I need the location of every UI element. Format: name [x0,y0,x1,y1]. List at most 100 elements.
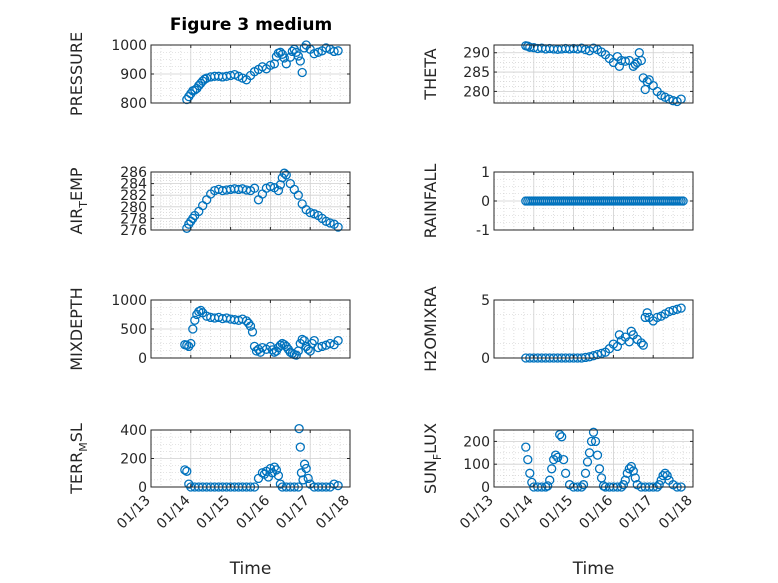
y-tick-label: 285 [463,65,490,81]
data-point [662,470,672,481]
data-point [672,304,682,314]
data-point [525,468,535,478]
x-tick-label: 01/14 [154,492,194,532]
data-point [586,436,597,447]
subplot-bottom-right: 0 100 200 SUNFLUX 01/13 01/14 01/15 01/16 01/17 0… [421,423,696,579]
y-axis-label: H2OMIXRA [421,286,440,372]
data-point [297,334,307,345]
data-point [329,479,339,489]
data-point [243,318,254,328]
data-point [614,61,625,71]
y-axis-label: MIXDEPTH [67,287,86,370]
data-point [594,464,605,474]
data-point [620,56,630,66]
x-tick-label: 01/16 [233,492,273,532]
data-point [309,335,319,346]
data-point [333,480,343,491]
x-tick-label: 01/15 [537,493,577,533]
data-point [190,315,200,325]
data-point [325,218,335,228]
data-point [301,463,311,474]
data-point [245,321,256,331]
data-point [588,43,599,53]
y-tick-label: 278 [120,211,147,227]
x-tick-label: 01/15 [194,493,234,533]
y-tick-label: 0 [481,480,490,496]
data-point [180,465,190,475]
data-point [547,464,557,474]
data-point [188,213,198,224]
series-points [180,305,343,360]
data-point [309,49,319,59]
y-tick-label: 280 [120,200,147,216]
data-point [265,60,276,70]
data-point [580,468,591,478]
data-point [299,43,309,53]
data-point [628,466,638,476]
data-point [182,466,192,476]
axes-box [493,429,694,488]
data-point [660,468,670,478]
data-point [273,185,284,196]
y-tick-label: 286 [120,165,147,181]
data-point [287,46,297,57]
y-axis-label: PRESSURE [67,32,86,116]
data-point [333,222,343,232]
y-tick-label: 800 [120,96,147,112]
data-point [317,341,327,352]
subplot-third-left: 0 500 1000 MIXDEPTH [67,287,351,371]
y-tick-label: 200 [463,434,490,450]
data-point [267,345,278,355]
data-point [257,468,268,478]
data-point [329,46,339,57]
data-point [523,41,533,51]
subplot-third-right: 0 5 H2OMIXRA [421,286,694,372]
data-point [299,335,309,346]
data-point [543,481,553,491]
series-points [521,196,688,206]
x-tick-label: 01/17 [616,493,656,533]
data-point [598,481,609,491]
data-point [555,429,565,440]
data-point [279,53,289,63]
data-point [636,338,646,348]
data-point [249,183,260,193]
subplot-top-right: 280 285 290 THETA [421,41,694,107]
data-point [269,462,280,472]
data-point [200,74,210,84]
y-tick-label: 0 [481,194,490,210]
data-point [622,468,632,478]
data-point [333,335,343,346]
y-axis-label: TERRMSL [67,423,90,495]
x-axis-label: Time [229,559,272,579]
series-points [182,168,343,233]
y-tick-label: 1 [481,165,490,181]
y-tick-label: 280 [463,84,490,100]
x-tick-label: 01/14 [497,492,537,532]
data-point [184,479,194,489]
data-point [305,207,315,218]
subplot-second-right: -1 0 1 RAINFALL [421,164,694,239]
data-point [184,341,194,352]
data-point [294,423,304,434]
data-point [678,196,688,206]
data-point [255,347,266,357]
data-point [281,170,291,180]
y-tick-label: 900 [120,67,147,83]
data-point [557,432,567,442]
y-tick-label: 400 [120,423,147,439]
y-tick-label: 276 [120,223,147,239]
x-tick-label: 01/13 [457,493,497,533]
data-point [271,465,282,475]
data-point [596,348,607,359]
axes-box [493,44,694,104]
data-point [298,475,308,485]
x-tick-label: 01/18 [313,493,353,533]
data-point [558,454,569,465]
data-point [676,303,686,313]
data-point [624,337,634,347]
data-point [194,306,204,317]
y-axis-label: RAINFALL [421,164,440,239]
